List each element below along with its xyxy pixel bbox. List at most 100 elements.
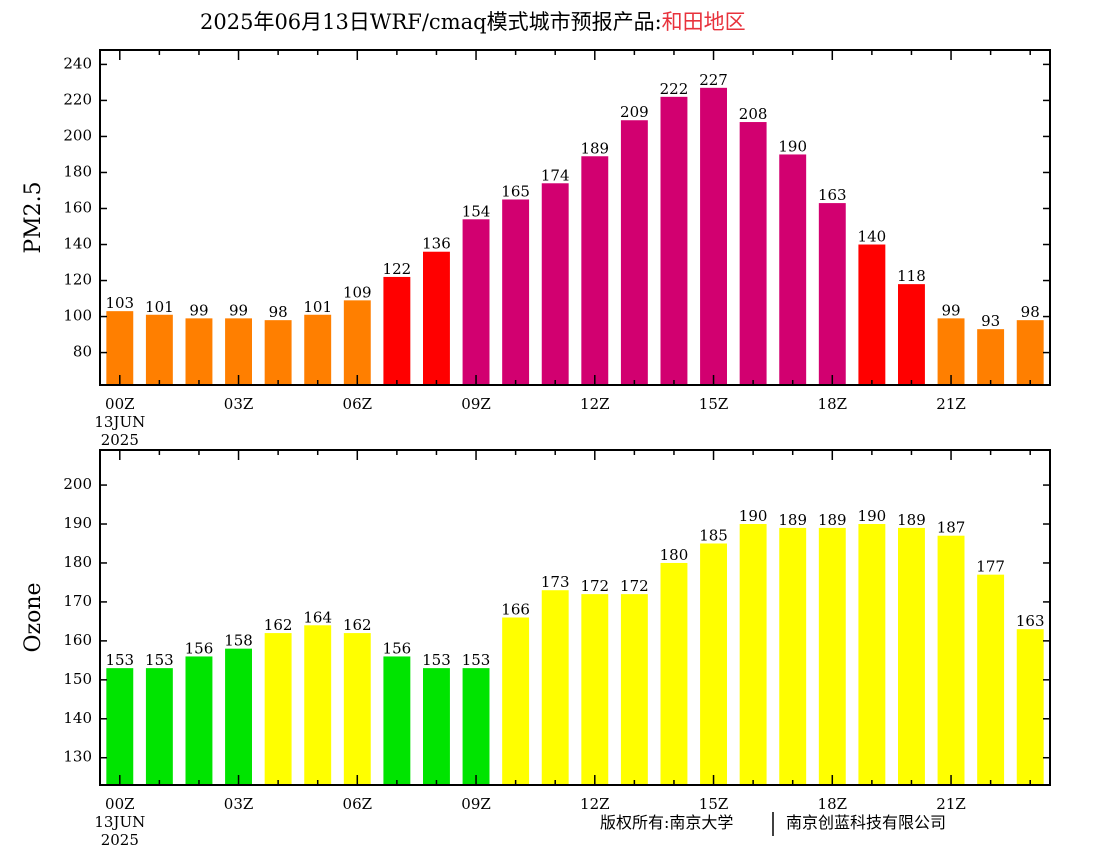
bar <box>977 329 1005 385</box>
bar <box>818 203 846 385</box>
data-label: 185 <box>699 526 728 544</box>
bar <box>937 535 965 785</box>
chart-panels: 103 101 99 99 98 101 109 122 136 154 165 174 189 209 2… <box>21 49 1051 849</box>
y-tick-label: 160 <box>63 198 92 216</box>
data-label: 118 <box>897 267 926 285</box>
bar <box>502 199 530 385</box>
y-tick-label: 220 <box>63 90 92 108</box>
x-tick-label: 06Z <box>343 395 373 413</box>
data-label: 222 <box>660 80 689 98</box>
bar <box>145 668 173 785</box>
y-tick-label: 140 <box>63 709 92 727</box>
x-tick-label: 00Z <box>105 395 135 413</box>
bar <box>541 183 569 385</box>
bar <box>304 314 332 385</box>
y-tick-label: 150 <box>63 670 92 688</box>
bar <box>581 594 609 785</box>
chart-panel-2: 153 153 156 158 162 164 162 156 153 153 166 173 172 1… <box>21 449 1051 849</box>
data-label: 153 <box>105 651 134 669</box>
data-label: 163 <box>1016 612 1045 630</box>
bar <box>304 625 332 785</box>
data-label: 103 <box>105 294 134 312</box>
data-label: 136 <box>422 235 451 253</box>
bar <box>1016 629 1044 785</box>
y-tick-label: 180 <box>63 553 92 571</box>
y-tick-label: 200 <box>63 126 92 144</box>
bar <box>898 527 925 785</box>
y-tick-label: 120 <box>63 271 92 289</box>
data-label: 189 <box>897 511 926 529</box>
bar <box>620 120 648 385</box>
date-label: 2025 <box>101 831 139 849</box>
data-label: 109 <box>343 283 372 301</box>
y-tick-label: 240 <box>63 54 92 72</box>
data-label: 208 <box>739 105 768 123</box>
bar <box>383 276 411 385</box>
y-tick-label: 190 <box>63 514 92 532</box>
y-tick-label: 180 <box>63 162 92 180</box>
data-label: 189 <box>778 511 807 529</box>
bar <box>502 617 530 785</box>
bar <box>225 648 252 785</box>
data-label: 189 <box>580 139 609 157</box>
y-tick-label: 80 <box>73 343 92 361</box>
y-tick-label: 160 <box>63 631 92 649</box>
y-tick-label: 130 <box>63 748 92 766</box>
x-tick-label: 15Z <box>699 795 729 813</box>
bar <box>462 219 490 385</box>
data-label: 153 <box>462 651 491 669</box>
bar <box>1016 320 1044 385</box>
x-tick-label: 18Z <box>818 795 848 813</box>
plot-frame <box>99 449 1051 786</box>
x-tick-label: 03Z <box>224 795 254 813</box>
data-label: 180 <box>660 546 689 564</box>
bar <box>581 156 609 385</box>
bar <box>937 318 965 385</box>
data-label: 189 <box>818 511 847 529</box>
bar <box>660 96 688 386</box>
data-label: 99 <box>189 301 208 319</box>
data-label: 173 <box>541 573 570 591</box>
data-label: 187 <box>937 519 966 537</box>
data-label: 227 <box>699 71 728 89</box>
data-label: 165 <box>501 182 530 200</box>
bar <box>898 284 925 385</box>
data-label: 158 <box>224 632 253 650</box>
y-tick-label: 100 <box>63 307 92 325</box>
data-label: 190 <box>739 507 768 525</box>
bar <box>660 562 688 785</box>
bar <box>858 524 886 785</box>
bar <box>106 311 134 385</box>
data-label: 140 <box>858 228 887 246</box>
data-label: 162 <box>264 616 293 634</box>
data-label: 163 <box>818 186 847 204</box>
data-label: 153 <box>145 651 174 669</box>
bar <box>779 527 807 785</box>
data-label: 174 <box>541 166 570 184</box>
bar <box>343 300 371 385</box>
data-label: 156 <box>185 639 214 657</box>
data-label: 93 <box>981 312 1000 330</box>
bar <box>423 668 450 785</box>
data-label: 164 <box>303 608 332 626</box>
x-tick-label: 15Z <box>699 395 729 413</box>
data-label: 98 <box>1021 303 1040 321</box>
data-label: 99 <box>941 301 960 319</box>
x-tick-label: 12Z <box>580 395 610 413</box>
chart-title-region: 和田地区 <box>662 10 746 34</box>
date-label: 2025 <box>101 431 139 449</box>
chart-title: 2025年06月13日WRF/cmaq模式城市预报产品:和田地区 <box>200 10 746 34</box>
copyright-left: 版权所有:南京大学 <box>600 813 733 832</box>
bar <box>700 543 727 785</box>
data-label: 153 <box>422 651 451 669</box>
bar <box>225 318 252 385</box>
x-tick-label: 12Z <box>580 795 610 813</box>
x-tick-label: 21Z <box>936 395 966 413</box>
y-tick-label: 200 <box>63 475 92 493</box>
x-tick-label: 09Z <box>461 395 491 413</box>
bar <box>739 122 767 386</box>
bar <box>779 154 807 385</box>
bar <box>423 251 450 385</box>
x-tick-label: 00Z <box>105 795 135 813</box>
